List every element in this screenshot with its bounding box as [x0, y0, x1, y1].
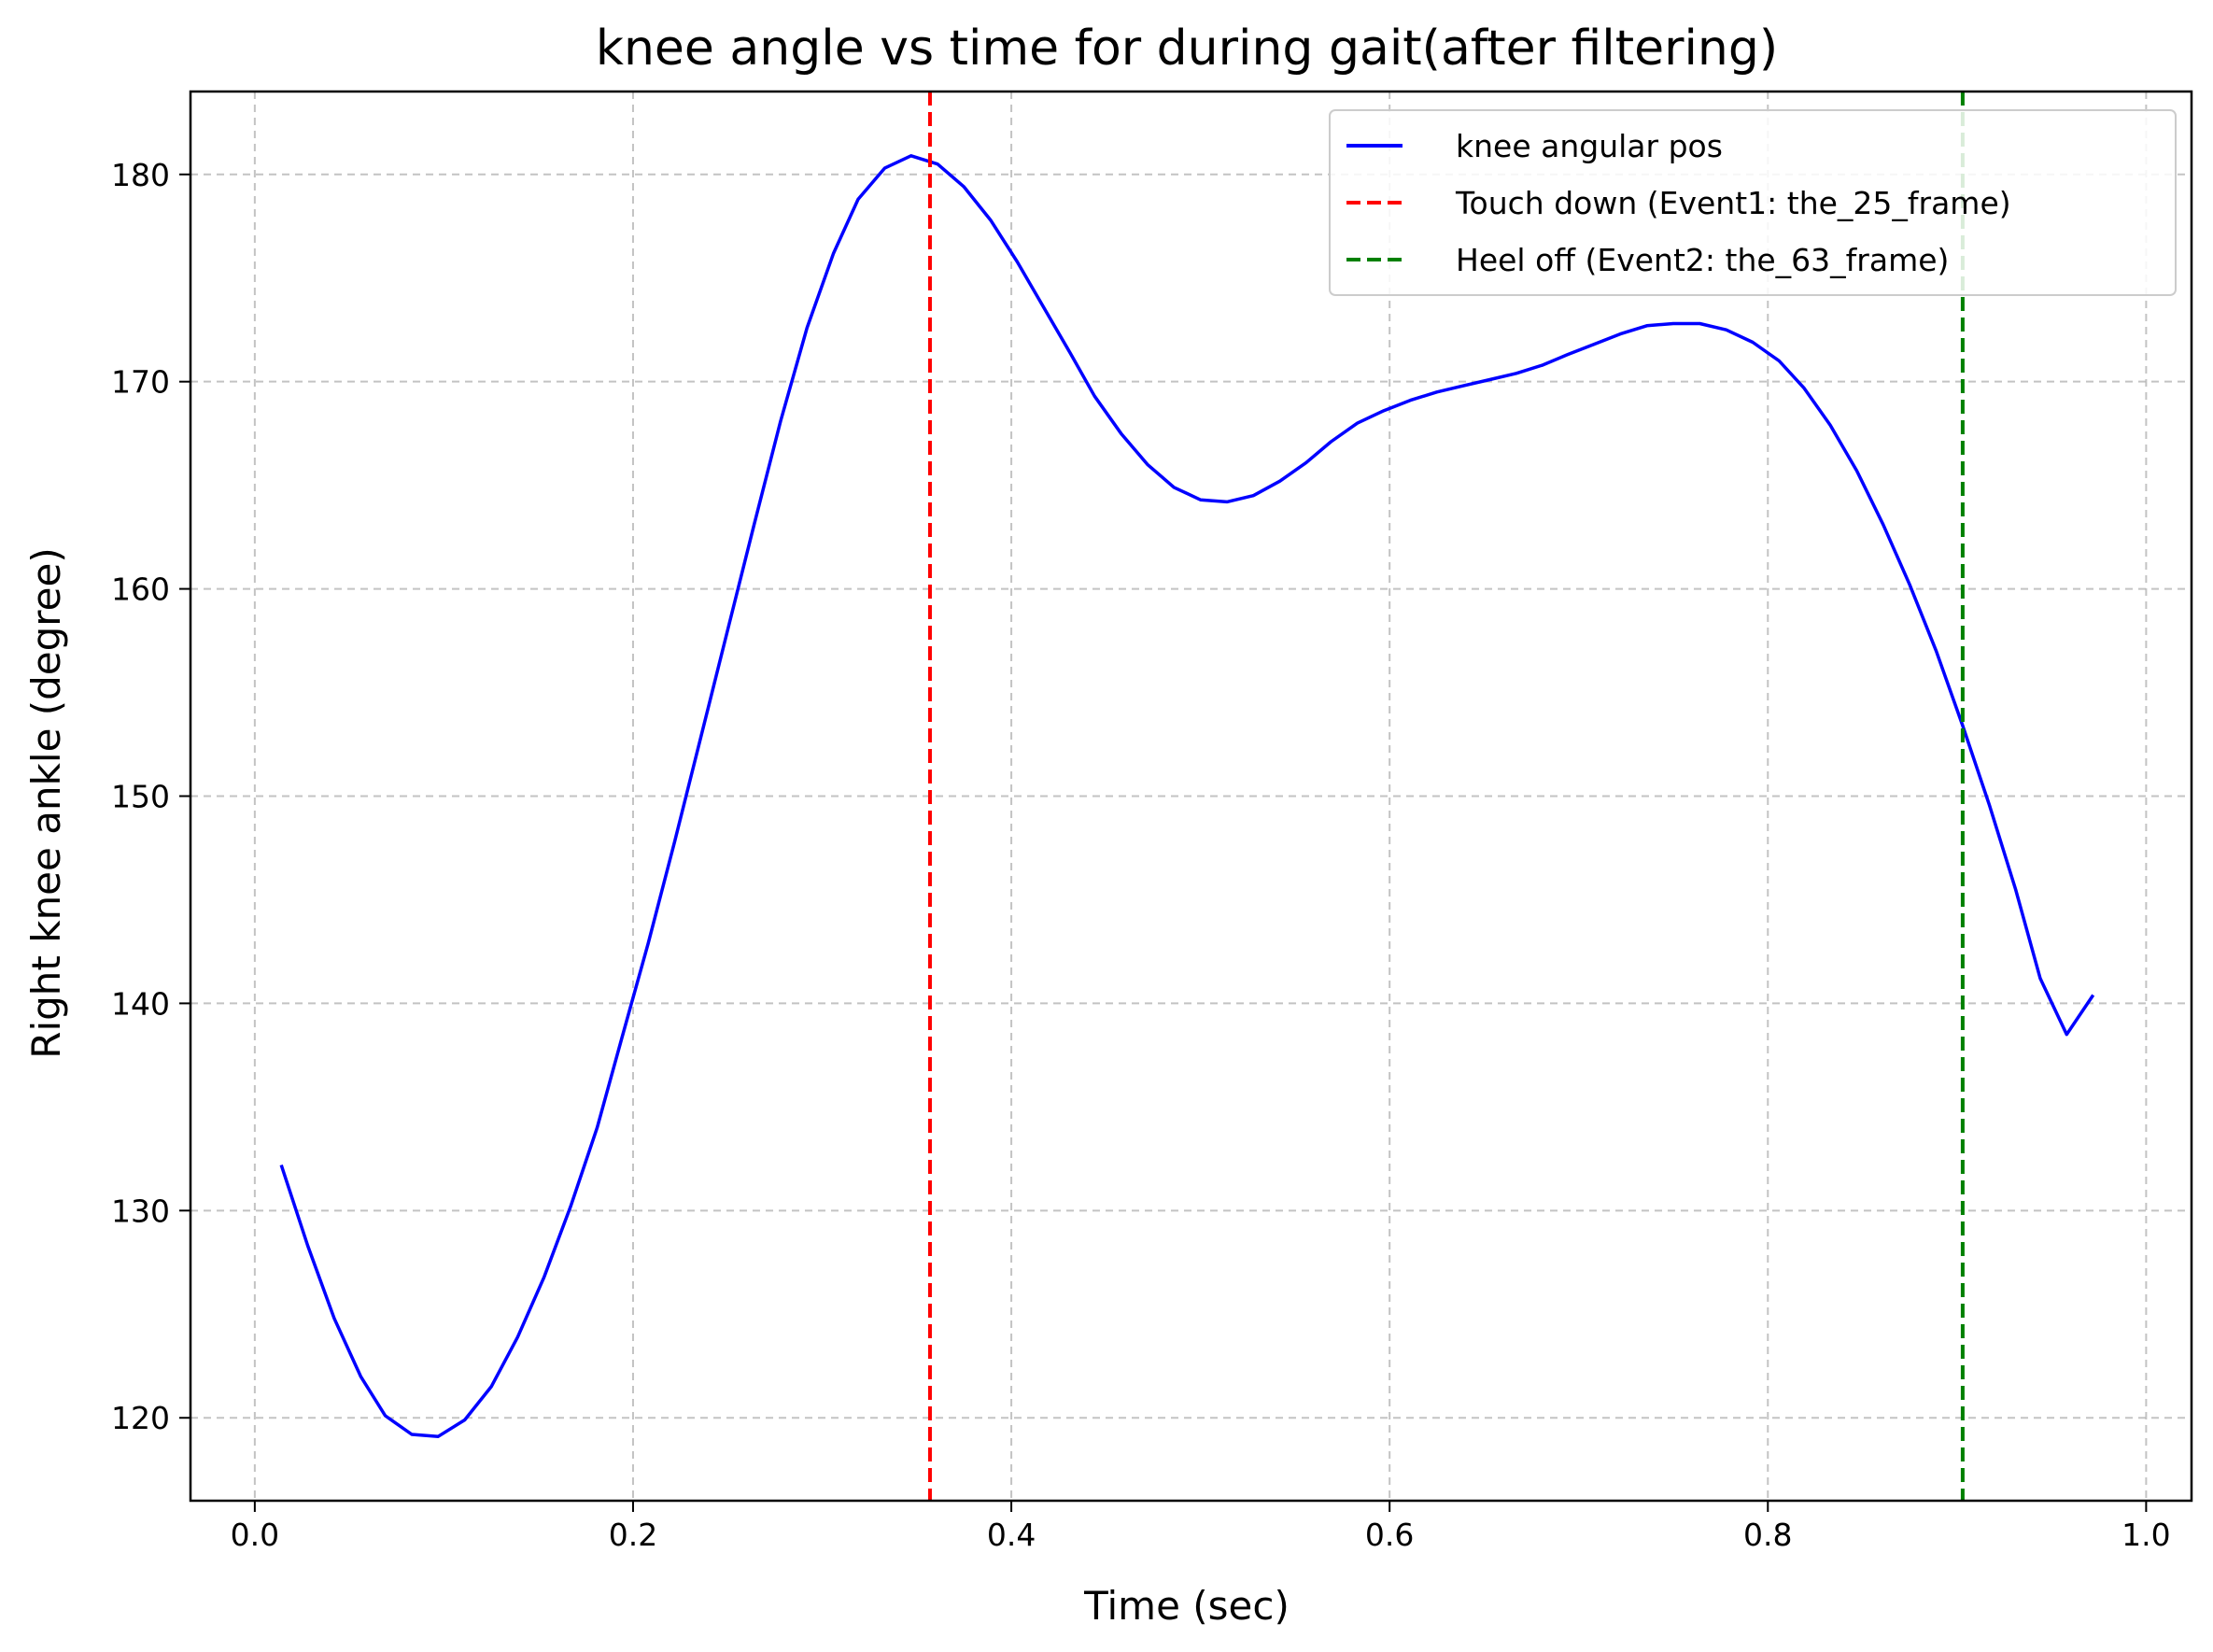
y-tick-label: 120: [111, 1400, 170, 1436]
legend-entry: Touch down (Event1: the_25_frame): [1455, 185, 2011, 221]
legend-box: [1329, 109, 2177, 296]
y-tick-label: 140: [111, 985, 170, 1022]
y-tick-label: 130: [111, 1193, 170, 1229]
x-tick-label: 0.0: [231, 1517, 279, 1553]
y-tick-label: 160: [111, 572, 170, 608]
y-axis-label: Right knee ankle (degree): [23, 547, 69, 1058]
x-tick-label: 0.6: [1365, 1517, 1414, 1553]
y-tick-label: 180: [111, 157, 170, 193]
x-tick-label: 0.4: [987, 1517, 1036, 1553]
x-tick-label: 0.8: [1743, 1517, 1792, 1553]
legend: knee angular pos Touch down (Event1: the_…: [1329, 109, 2177, 296]
x-tick-label: 1.0: [2121, 1517, 2170, 1553]
y-tick-label: 170: [111, 364, 170, 401]
series-line-knee-angular-pos: [279, 154, 2095, 1438]
plot-area: 0.0 0.2 0.4 0.6 0.8 1.0 120 130 140 150 160 170 180: [111, 90, 2193, 1553]
legend-entry: knee angular pos: [1456, 128, 1723, 164]
x-axis-label: Time (sec): [1083, 1583, 1290, 1629]
axes-frame: [189, 90, 2193, 1503]
legend-entry: Heel off (Event2: the_63_frame): [1456, 242, 1949, 278]
y-tick-label: 150: [111, 779, 170, 815]
chart-title: knee angle vs time for during gait(after…: [596, 21, 1778, 77]
x-tick-label: 0.2: [609, 1517, 657, 1553]
